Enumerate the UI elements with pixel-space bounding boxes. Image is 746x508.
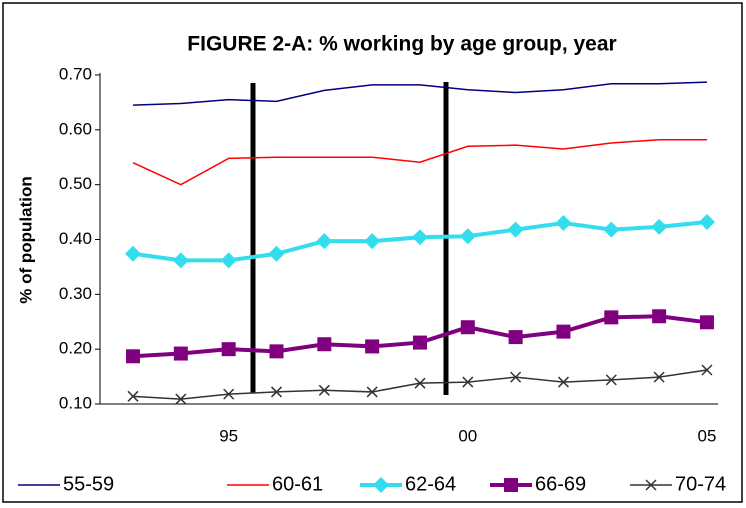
point <box>126 349 140 364</box>
y-tick-label: 0.10 <box>59 393 92 412</box>
point <box>365 339 380 354</box>
point <box>556 324 571 339</box>
y-tick-label: 0.20 <box>59 339 92 358</box>
point <box>653 371 665 383</box>
point <box>173 346 188 361</box>
point <box>699 315 714 330</box>
legend-label: 62-64 <box>405 473 456 495</box>
point <box>701 364 713 376</box>
y-tick-label: 0.30 <box>59 284 92 303</box>
point <box>460 320 475 335</box>
series-line <box>132 81 707 106</box>
chart-frame <box>2 2 743 503</box>
y-axis-label: % of population <box>16 176 35 303</box>
y-tick-label: 0.50 <box>59 174 92 193</box>
point <box>459 228 476 245</box>
y-tick-label: 0.70 <box>59 64 92 83</box>
point <box>462 376 474 388</box>
point <box>269 344 284 359</box>
point <box>270 386 283 398</box>
point <box>318 384 330 396</box>
point <box>555 215 572 232</box>
point <box>507 221 524 238</box>
point <box>412 335 427 350</box>
point <box>220 252 237 269</box>
y-tick-label: 0.40 <box>59 229 92 248</box>
x-tick-label: 95 <box>219 426 238 445</box>
x-tick-label: 00 <box>458 426 477 445</box>
point <box>373 477 389 493</box>
point <box>557 376 570 388</box>
point <box>221 342 236 357</box>
point <box>223 388 235 400</box>
point <box>652 309 667 324</box>
chart-title: FIGURE 2-A: % working by age group, year <box>187 33 616 56</box>
point <box>414 377 426 389</box>
point <box>268 245 285 262</box>
point <box>604 310 619 325</box>
point <box>364 233 381 250</box>
point <box>508 330 523 345</box>
point <box>125 245 141 262</box>
point <box>317 337 332 352</box>
x-tick-label: 05 <box>697 426 716 445</box>
point <box>172 252 189 269</box>
point <box>605 374 617 386</box>
point <box>651 218 668 235</box>
point <box>603 221 620 238</box>
point <box>316 233 333 250</box>
legend-label: 60-61 <box>272 473 323 495</box>
point <box>698 213 715 230</box>
legend-label: 70-74 <box>675 473 726 495</box>
point <box>504 478 518 492</box>
legend-label: 66-69 <box>535 473 586 495</box>
point <box>175 393 187 405</box>
point <box>510 371 522 383</box>
series-line <box>132 138 707 186</box>
point <box>366 386 378 398</box>
y-tick-label: 0.60 <box>59 119 92 138</box>
point <box>127 390 139 402</box>
legend-label: 55-59 <box>63 473 114 495</box>
point <box>411 229 428 246</box>
point <box>645 479 657 491</box>
